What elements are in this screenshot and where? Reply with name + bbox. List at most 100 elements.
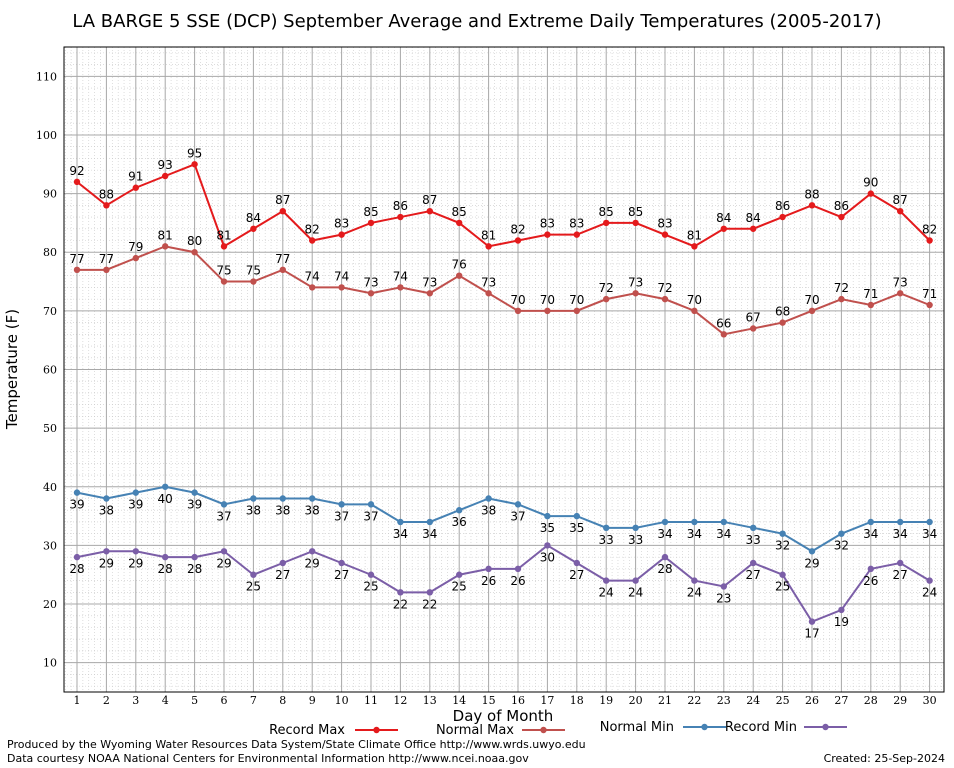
data-point-record-min	[397, 589, 404, 596]
x-tick-label: 15	[482, 694, 496, 707]
data-point-record-max	[191, 161, 198, 168]
data-label-record-max: 93	[158, 158, 173, 172]
data-point-normal-min	[103, 495, 110, 502]
data-label-normal-min: 38	[246, 504, 261, 518]
data-label-normal-min: 39	[128, 498, 143, 512]
data-point-record-min	[838, 606, 845, 614]
data-label-normal-max: 72	[657, 281, 672, 295]
data-point-record-max	[926, 237, 933, 244]
data-label-record-max: 92	[69, 164, 84, 178]
x-tick-label: 7	[250, 694, 257, 707]
data-label-record-max: 86	[834, 199, 849, 213]
data-point-normal-max	[897, 290, 904, 297]
data-point-normal-min	[808, 548, 816, 555]
series-layer: 92 88 91 93 95 81 84 87 82 83 85 86 87 85 81 82 83 83 85 85…	[69, 146, 937, 640]
x-tick-label: 19	[599, 694, 613, 707]
data-label-normal-max: 81	[158, 228, 173, 242]
data-point-normal-min	[485, 495, 492, 502]
data-label-normal-max: 74	[334, 269, 349, 283]
data-point-normal-min	[867, 518, 874, 526]
data-point-record-min	[279, 559, 286, 567]
data-label-record-min: 30	[540, 550, 555, 564]
data-label-normal-max: 75	[246, 264, 261, 278]
series-normal-min: 39 38 39 40 39 37 38 38 38 37 37 34 34 36 38 37 35 35 33 33…	[69, 483, 937, 570]
x-tick-label: 5	[191, 694, 198, 707]
data-label-record-min: 28	[158, 562, 173, 576]
data-label-normal-min: 29	[804, 556, 819, 570]
x-tick-label: 29	[893, 694, 907, 707]
y-tick-label: 100	[36, 129, 57, 142]
y-axis-label: Temperature (F)	[3, 309, 21, 430]
data-point-record-max	[397, 213, 404, 221]
x-tick-label: 22	[687, 694, 701, 707]
data-label-record-max: 81	[216, 228, 231, 242]
data-label-normal-min: 33	[599, 533, 614, 547]
footer-data-courtesy: Data courtesy NOAA National Centers for …	[7, 752, 529, 765]
data-point-normal-min	[367, 501, 375, 508]
data-label-record-min: 25	[246, 580, 261, 594]
data-label-record-min: 24	[922, 586, 937, 600]
data-point-record-max	[309, 237, 316, 244]
data-label-normal-max: 77	[69, 252, 84, 266]
data-point-record-max	[367, 219, 375, 227]
data-point-record-max	[250, 225, 257, 232]
x-tick-label: 27	[834, 694, 848, 707]
data-label-normal-min: 37	[334, 509, 349, 523]
x-tick-label: 28	[864, 694, 878, 707]
data-label-record-max: 86	[393, 199, 408, 213]
x-tick-label: 17	[540, 694, 554, 707]
data-label-normal-max: 70	[687, 293, 702, 307]
data-point-normal-max	[367, 290, 375, 297]
data-label-normal-max: 77	[275, 252, 290, 266]
data-point-normal-max	[691, 307, 698, 315]
legend-swatch-marker	[822, 723, 829, 731]
data-label-record-min: 25	[775, 580, 790, 594]
data-point-normal-max	[926, 301, 933, 309]
data-point-normal-min	[338, 501, 345, 508]
data-label-record-min: 29	[128, 556, 143, 570]
data-label-normal-max: 80	[187, 234, 202, 248]
data-label-normal-max: 74	[393, 269, 408, 283]
data-point-record-max	[661, 231, 669, 238]
data-label-normal-min: 34	[422, 527, 437, 541]
data-label-record-min: 29	[99, 556, 114, 570]
x-tick-label: 3	[132, 694, 139, 707]
data-label-normal-max: 74	[305, 269, 320, 283]
data-label-normal-min: 37	[216, 509, 231, 523]
data-point-normal-min	[603, 524, 610, 532]
data-label-normal-max: 77	[99, 252, 114, 266]
data-point-record-min	[73, 553, 81, 561]
data-label-normal-max: 70	[804, 293, 819, 307]
y-axis-ticks: 10 20 30 40 50 60 70 80 90 100 110	[36, 70, 57, 669]
data-point-record-max	[162, 172, 169, 180]
data-point-normal-min	[426, 518, 433, 526]
data-point-record-max	[132, 184, 139, 191]
data-point-normal-max	[485, 290, 492, 297]
data-label-record-min: 22	[393, 597, 408, 611]
plot-frame	[63, 46, 945, 693]
x-axis-ticks: 1 2 3 4 5 6 7 8 9 10 11 12 13 14 15 16 17 18 19 20 21 22 23 24 2…	[74, 694, 937, 707]
data-point-normal-max	[309, 284, 316, 291]
data-point-normal-min	[779, 530, 786, 537]
data-point-normal-min	[838, 530, 845, 537]
data-label-normal-min: 33	[628, 533, 643, 547]
data-label-record-min: 26	[510, 574, 525, 588]
data-label-record-min: 24	[628, 586, 643, 600]
x-tick-label: 12	[393, 694, 407, 707]
data-label-normal-min: 34	[687, 527, 702, 541]
data-point-normal-min	[73, 489, 81, 496]
data-point-record-max	[867, 190, 874, 197]
data-label-normal-min: 37	[510, 509, 525, 523]
data-point-record-max	[603, 219, 610, 227]
data-point-normal-min	[250, 495, 257, 502]
data-point-record-min	[573, 559, 580, 567]
x-tick-label: 2	[103, 694, 110, 707]
data-label-normal-min: 39	[187, 498, 202, 512]
data-point-record-min	[808, 618, 816, 625]
data-point-normal-max	[279, 266, 286, 274]
legend-swatch-marker	[373, 726, 380, 734]
data-point-normal-max	[720, 331, 727, 338]
data-point-record-min	[691, 577, 698, 584]
data-label-record-max: 81	[481, 228, 496, 242]
series-normal-max: 77 77 79 81 80 75 75 77 74 74 73 74 73 76 73 70 70 70 72 73…	[69, 228, 937, 338]
